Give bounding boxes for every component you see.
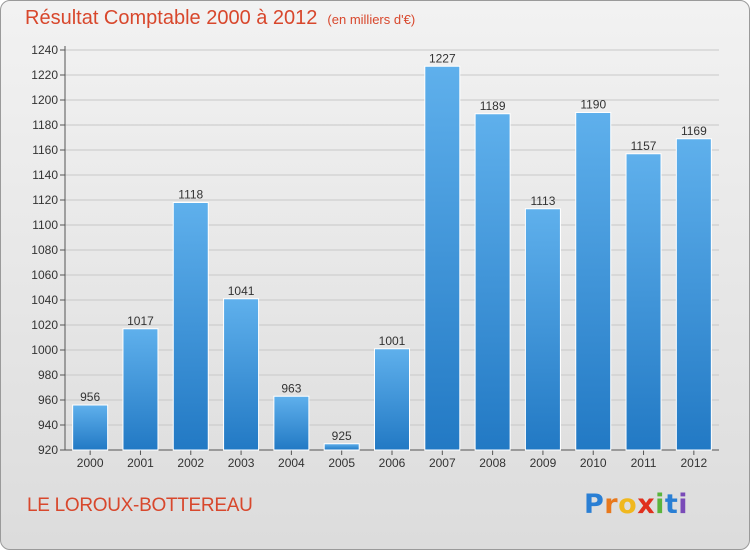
logo-letter: r	[604, 489, 619, 520]
bar-2010	[575, 112, 612, 451]
logo-letter: P	[584, 489, 605, 520]
data-label-2011: 1157	[631, 139, 657, 153]
data-labels: 956 1017 1118 1041 963 925 1001 1227 1189 1113 119…	[80, 51, 707, 443]
bar-2001	[122, 328, 159, 451]
y-tick-label: 1080	[31, 243, 58, 257]
x-tick-label-2003: 2003	[228, 456, 255, 470]
y-tick-label: 1000	[31, 343, 58, 357]
x-tick-label-2001: 2001	[127, 456, 154, 470]
y-tick-label: 920	[38, 443, 58, 457]
data-label-2010: 1190	[580, 98, 606, 112]
x-tick-label-2004: 2004	[278, 456, 305, 470]
y-tick-labels: 920 940 960 980 1000 1020 1040 1060 1080 1100 1120…	[31, 43, 58, 457]
chart-title: Résultat Comptable 2000 à 2012 (en millie…	[25, 7, 415, 30]
chart-subtitle: (en milliers d'€)	[327, 12, 416, 27]
proxiti-logo: Proxiti	[584, 489, 688, 520]
y-tick-label: 1100	[32, 218, 58, 232]
bar-2008	[474, 113, 511, 451]
logo-letter: x	[637, 489, 656, 520]
y-tick-label: 1180	[32, 118, 58, 132]
data-label-2001: 1017	[127, 314, 154, 328]
y-tick-label: 1200	[31, 93, 58, 107]
data-label-2003: 1041	[228, 284, 255, 298]
y-tick-label: 1160	[32, 143, 58, 157]
x-tick-label-2009: 2009	[530, 456, 557, 470]
y-tick-label: 1240	[31, 43, 58, 57]
x-tick-label-2006: 2006	[379, 456, 406, 470]
logo-letter: t	[664, 489, 679, 520]
data-label-2006: 1001	[379, 334, 406, 348]
bar-2007	[424, 65, 461, 451]
x-tick-label-2008: 2008	[479, 456, 506, 470]
bar-2009	[524, 208, 561, 451]
bar-2006	[374, 348, 410, 451]
x-tick-label-2010: 2010	[580, 456, 607, 470]
x-tick-labels: 2000 2001 2002 2003 2004 2005 2006 2007 2008 2009…	[77, 456, 708, 470]
x-tick-label-2007: 2007	[429, 456, 456, 470]
bars	[72, 65, 712, 451]
x-tick-label-2005: 2005	[328, 456, 355, 470]
logo-letter: i	[678, 489, 689, 520]
commune-name: LE LOROUX-BOTTEREAU	[27, 495, 253, 516]
y-tick-label: 960	[38, 393, 58, 407]
chart-title-text: Résultat Comptable 2000 à 2012	[25, 7, 318, 29]
data-label-2012: 1169	[681, 124, 707, 138]
logo-letter: i	[655, 489, 665, 520]
bar-2005	[323, 443, 360, 451]
y-tick-label: 1040	[31, 293, 58, 307]
bar-2004	[273, 395, 310, 451]
data-label-2007: 1227	[429, 51, 456, 65]
bar-2002	[172, 202, 209, 451]
x-tick-label-2011: 2011	[631, 456, 657, 470]
data-label-2004: 963	[281, 381, 301, 395]
data-label-2008: 1189	[480, 99, 506, 113]
y-tick-label: 1140	[32, 168, 58, 182]
y-tick-label: 980	[38, 368, 58, 382]
data-label-2009: 1113	[530, 194, 555, 208]
y-tick-label: 940	[38, 418, 58, 432]
logo-letter: o	[618, 489, 638, 520]
data-label-2002: 1118	[178, 188, 203, 202]
y-tick-label: 1220	[31, 68, 58, 82]
x-tick-label-2000: 2000	[77, 456, 104, 470]
x-tick-label-2002: 2002	[177, 456, 204, 470]
y-tick-label: 1120	[32, 193, 58, 207]
bar-2011	[625, 153, 662, 451]
y-tick-label: 1020	[31, 318, 58, 332]
bar-2000	[72, 404, 109, 451]
data-label-2000: 956	[80, 390, 100, 404]
y-tick-label: 1060	[31, 268, 58, 282]
data-label-2005: 925	[332, 429, 352, 443]
bar-2003	[223, 298, 260, 451]
bar-2012	[675, 138, 712, 451]
x-tick-label-2012: 2012	[680, 456, 707, 470]
